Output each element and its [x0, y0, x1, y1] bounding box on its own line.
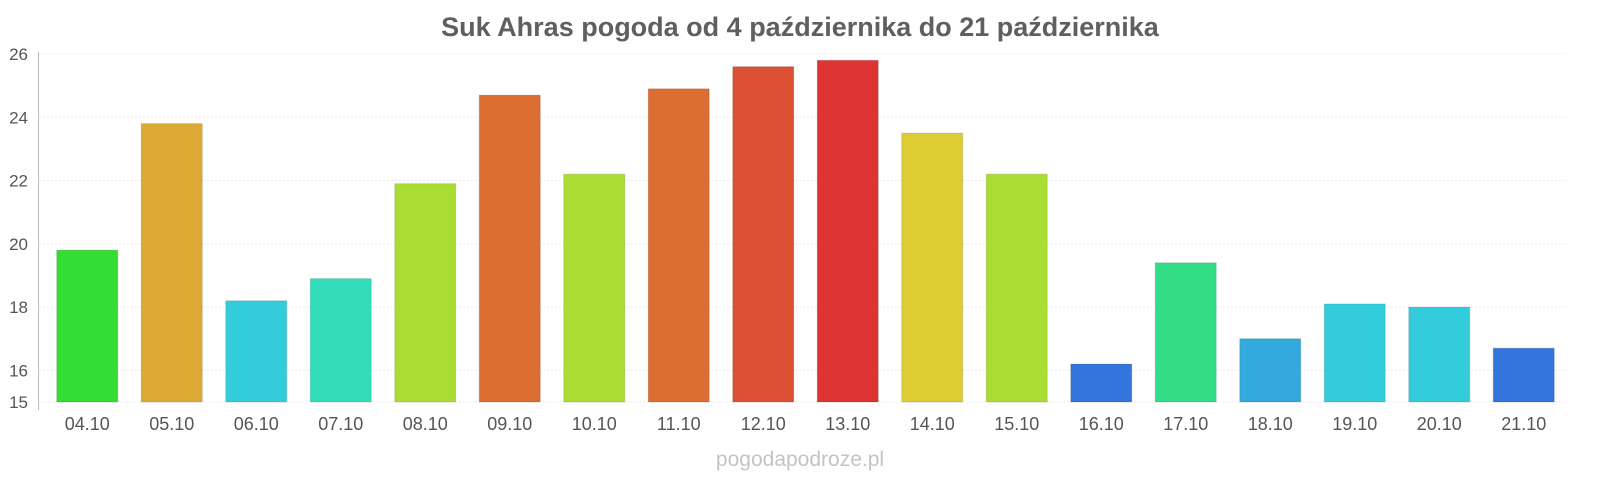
- bar-16.10: [1070, 363, 1133, 403]
- x-tick-label: 04.10: [65, 414, 110, 434]
- bar-04.10: [56, 249, 119, 403]
- bar-13.10: [816, 59, 879, 403]
- x-tick-label: 18.10: [1248, 414, 1293, 434]
- bar-07.10: [309, 278, 372, 403]
- bars: [56, 59, 1555, 403]
- x-tick-label: 17.10: [1163, 414, 1208, 434]
- bar-09.10: [478, 94, 541, 403]
- bar-12.10: [732, 66, 795, 403]
- bar-10.10: [563, 173, 626, 403]
- y-tick-label: 15: [9, 393, 28, 412]
- watermark: pogodapodroze.pl: [716, 448, 884, 471]
- y-tick-label: 26: [9, 45, 28, 64]
- grid-lines: [39, 53, 1566, 403]
- y-tick-label: 24: [9, 108, 28, 127]
- x-tick-label: 09.10: [487, 414, 532, 434]
- bar-18.10: [1239, 338, 1302, 403]
- y-tick-label: 18: [9, 298, 28, 317]
- x-tick-label: 21.10: [1501, 414, 1546, 434]
- bar-15.10: [985, 173, 1048, 403]
- y-tick-label: 20: [9, 235, 28, 254]
- bar-19.10: [1323, 303, 1386, 403]
- chart-title: Suk Ahras pogoda od 4 października do 21…: [441, 12, 1160, 42]
- bar-21.10: [1492, 347, 1555, 403]
- x-tick-label: 19.10: [1332, 414, 1377, 434]
- x-axis-ticks: 04.10 05.10 06.10 07.10 08.10 09.10 10.10 11.10…: [65, 414, 1547, 434]
- bar-08.10: [394, 183, 457, 403]
- x-tick-label: 11.10: [657, 414, 701, 434]
- x-tick-label: 06.10: [234, 414, 279, 434]
- bar-11.10: [647, 88, 710, 403]
- x-tick-label: 10.10: [572, 414, 617, 434]
- x-tick-label: 15.10: [994, 414, 1039, 434]
- bar-17.10: [1154, 262, 1217, 403]
- x-tick-label: 14.10: [910, 414, 955, 434]
- y-tick-label: 16: [9, 361, 28, 380]
- y-axis-ticks: 15 16 18 20 22 24 26: [9, 45, 28, 412]
- x-tick-label: 13.10: [825, 414, 870, 434]
- x-tick-label: 16.10: [1079, 414, 1124, 434]
- x-tick-label: 12.10: [741, 414, 786, 434]
- y-tick-label: 22: [9, 172, 28, 191]
- bar-06.10: [225, 300, 288, 403]
- bar-14.10: [901, 132, 964, 403]
- x-tick-label: 20.10: [1417, 414, 1462, 434]
- bar-20.10: [1408, 306, 1471, 403]
- bar-05.10: [140, 123, 203, 403]
- x-tick-label: 07.10: [318, 414, 363, 434]
- x-tick-label: 08.10: [403, 414, 448, 434]
- x-tick-label: 05.10: [149, 414, 194, 434]
